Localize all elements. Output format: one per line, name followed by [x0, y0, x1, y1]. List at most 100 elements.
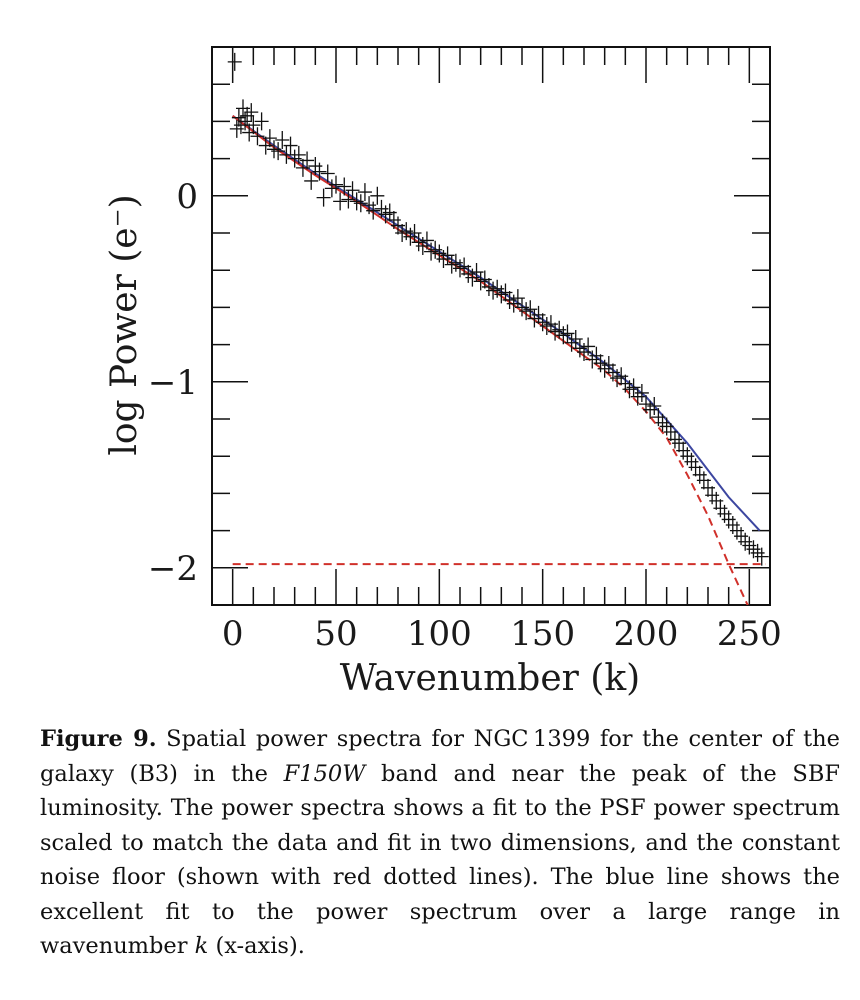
data-point [436, 250, 451, 269]
data-point [709, 491, 724, 510]
x-tick-label: 250 [717, 614, 782, 654]
data-point [663, 423, 678, 442]
data-point [729, 521, 744, 540]
data-point [618, 374, 633, 393]
data-point [291, 145, 306, 164]
data-point [568, 330, 583, 349]
data-point [490, 279, 505, 298]
data-point [614, 367, 629, 386]
data-point [283, 136, 298, 155]
data-point [341, 190, 356, 209]
figure-label: Figure 9. [40, 726, 157, 752]
caption-text-1: Spatial power spectra for NGC 1399 for t… [40, 726, 840, 787]
data-point [696, 471, 711, 490]
data-point [754, 547, 769, 566]
x-tick-label: 50 [314, 614, 357, 654]
data-point [655, 413, 670, 432]
data-point [279, 145, 294, 164]
data-point [271, 142, 286, 161]
data-point [227, 52, 242, 71]
data-point [329, 175, 343, 194]
data-point [552, 320, 567, 339]
data-point [304, 171, 319, 190]
x-tick-label: 100 [407, 614, 472, 654]
data-point [560, 324, 575, 343]
data-point [444, 255, 459, 274]
caption-text-3: (x-axis). [208, 933, 305, 959]
data-point [717, 504, 732, 523]
data-point [701, 478, 715, 497]
data-point [651, 408, 666, 427]
caption-band: F150W [283, 760, 366, 787]
data-point [647, 396, 662, 415]
figure-caption: Figure 9. Spatial power spectra for NGC … [40, 722, 840, 964]
data-point [486, 281, 501, 300]
data-point [424, 242, 439, 261]
data-point [510, 289, 525, 308]
data-point [725, 516, 740, 535]
data-point [721, 510, 736, 529]
data-point [300, 151, 315, 170]
data-point [242, 123, 257, 142]
data-point [667, 430, 682, 449]
data-point [750, 543, 765, 562]
data-point [639, 395, 653, 414]
plot-frame [211, 46, 771, 606]
red-psf-line [232, 115, 585, 357]
data-point [742, 536, 757, 555]
data-point [415, 237, 430, 256]
data-point [254, 112, 269, 131]
data-point [419, 231, 434, 250]
data-point [407, 224, 422, 242]
data-point [353, 194, 368, 213]
data-point [643, 400, 658, 419]
data-point [349, 192, 364, 211]
data-point [626, 378, 641, 397]
data-point [457, 257, 472, 276]
data-point [316, 188, 331, 207]
data-point [746, 540, 761, 559]
data-point [246, 116, 261, 135]
data-point [345, 181, 360, 200]
data-point [440, 246, 455, 265]
caption-k: k [194, 933, 209, 959]
data-point [622, 380, 637, 399]
x-axis-title: Wavenumber (k) [340, 658, 640, 699]
x-tick-label: 200 [614, 614, 679, 654]
data-point [258, 136, 273, 155]
data-point [465, 268, 480, 287]
data-point [250, 127, 265, 146]
data-point [543, 315, 558, 334]
data-point [320, 164, 335, 183]
data-point [236, 99, 250, 118]
data-point [333, 192, 348, 211]
red-psf-dashed-line [583, 354, 749, 605]
y-tick-label: −2 [148, 549, 198, 589]
data-point [432, 244, 447, 263]
data-point [312, 162, 327, 181]
data-point [477, 270, 492, 289]
data-point [231, 108, 246, 127]
data-point [527, 309, 542, 328]
data-point [734, 527, 749, 546]
data-point [589, 346, 604, 365]
x-tick-label: 0 [222, 614, 244, 654]
power-spectrum-chart: 0 50 100 150 200 250 0 −1 −2 Wavenumber (k) log … [104, 46, 782, 699]
y-tick-label: 0 [176, 177, 198, 217]
data-point [610, 369, 625, 388]
data-point [523, 300, 538, 319]
y-tick-label: −1 [148, 363, 198, 403]
plot-area: 0 50 100 150 200 250 0 −1 −2 [148, 46, 782, 654]
data-point [713, 499, 728, 518]
data-point [692, 465, 707, 484]
data-point [244, 103, 259, 122]
data-point [262, 129, 277, 148]
data-point [382, 203, 397, 222]
data-point [581, 337, 596, 356]
data-point [370, 186, 385, 205]
data-point [738, 532, 753, 551]
data-point [337, 177, 352, 196]
y-axis-title: log Power (e⁻) [104, 194, 145, 455]
data-point [357, 183, 372, 202]
x-tick-label: 150 [510, 614, 575, 654]
